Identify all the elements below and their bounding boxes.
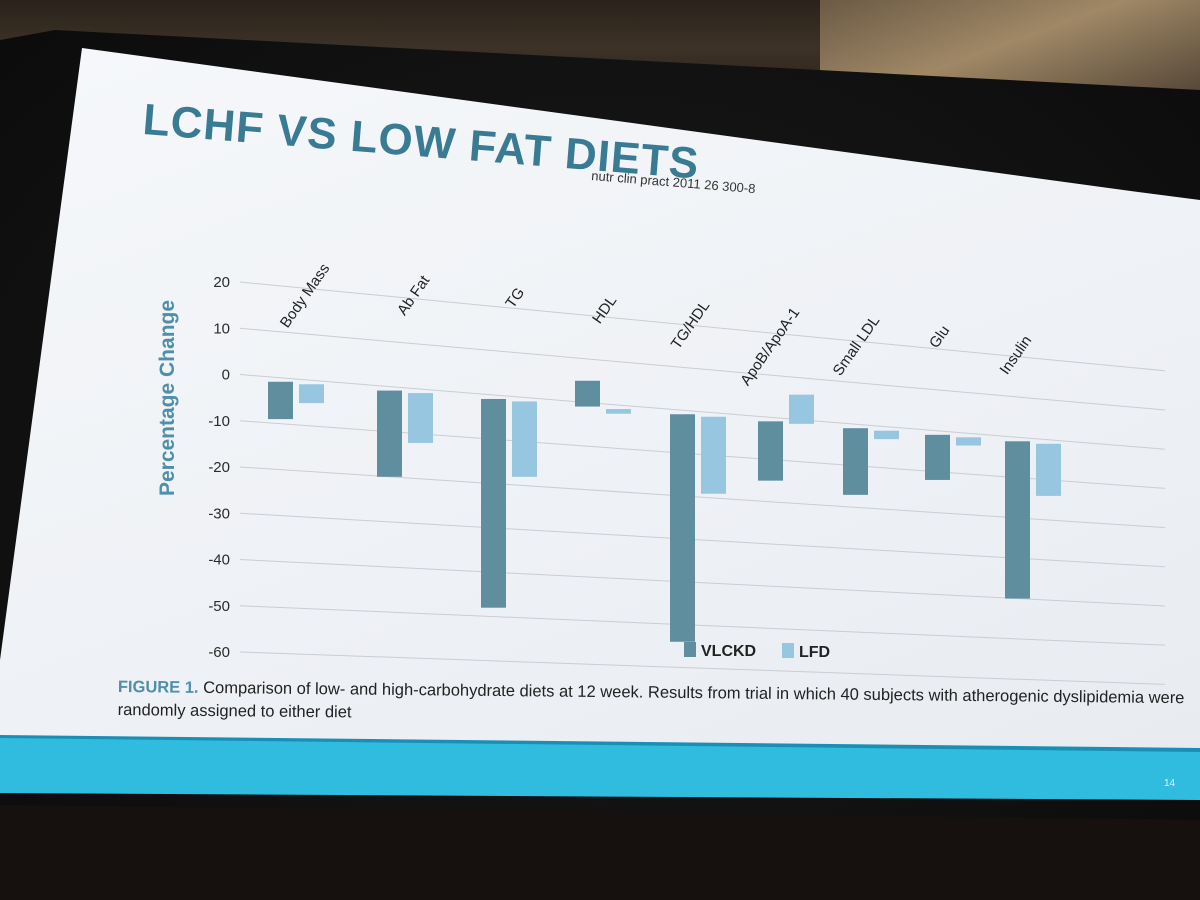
legend-swatch-vlckd [684, 642, 696, 657]
bar-vlckd-insulin [1005, 441, 1030, 599]
y-tick-label: -30 [208, 505, 230, 522]
y-tick-label: -10 [208, 413, 230, 430]
y-tick-label: 10 [213, 320, 230, 337]
bar-vlckd-body-mass [268, 381, 293, 420]
category-label: Small LDL [830, 313, 884, 379]
gridline [239, 281, 1166, 372]
bar-lfd-tg-hdl [701, 416, 726, 494]
caption-text-line2: randomly assigned to either diet [117, 700, 352, 722]
legend-label-vlckd: VLCKD [701, 643, 756, 660]
category-labels: Body Mass Ab Fat TG HDL TG/HDL ApoB/ApoA-1 Sma… [277, 261, 1035, 389]
bar-vlckd-glu [925, 434, 950, 480]
bar-lfd-body-mass [299, 384, 324, 404]
bar-vlckd-tg [481, 398, 506, 608]
y-tick-labels: 20 10 0 -10 -20 -30 -40 -50 -60 [208, 274, 230, 661]
bar-vlckd-small-ldl [843, 428, 868, 495]
bar-vlckd-tg-hdl [670, 414, 695, 642]
category-label: Glu [926, 323, 953, 352]
bar-lfd-apob-apoa-1 [789, 394, 814, 424]
caption-label: FIGURE 1. [117, 677, 199, 697]
category-label: Ab Fat [394, 272, 434, 319]
category-label: ApoB/ApoA-1 [737, 305, 803, 389]
legend-swatch-lfd [782, 643, 794, 658]
legend: VLCKD LFD [684, 642, 830, 661]
legend-label-lfd: LFD [799, 644, 830, 661]
category-label: Body Mass [277, 261, 333, 332]
y-tick-label: -20 [208, 459, 230, 476]
bar-vlckd-ab-fat [377, 390, 402, 477]
bar-lfd-hdl [606, 409, 631, 414]
bar-lfd-tg [512, 401, 537, 477]
y-tick-label: -50 [208, 598, 230, 615]
bar-lfd-small-ldl [874, 430, 899, 440]
category-label: TG/HDL [668, 298, 713, 353]
y-tick-label: -60 [208, 644, 230, 661]
y-tick-label: 20 [213, 274, 230, 291]
y-tick-label: 0 [222, 367, 230, 384]
gridline [239, 374, 1166, 450]
gridline [239, 605, 1166, 646]
category-label: HDL [589, 293, 620, 327]
gridline [239, 327, 1166, 411]
bar-vlckd-apob-apoa-1 [758, 421, 783, 481]
page-number: 14 [1164, 778, 1176, 789]
bar-vlckd-hdl [575, 380, 600, 407]
bar-lfd-ab-fat [408, 393, 433, 443]
gridline [239, 651, 1166, 685]
y-tick-label: -40 [208, 552, 230, 569]
bar-lfd-insulin [1036, 443, 1061, 496]
bar-lfd-glu [956, 437, 981, 446]
bars [268, 380, 1061, 642]
